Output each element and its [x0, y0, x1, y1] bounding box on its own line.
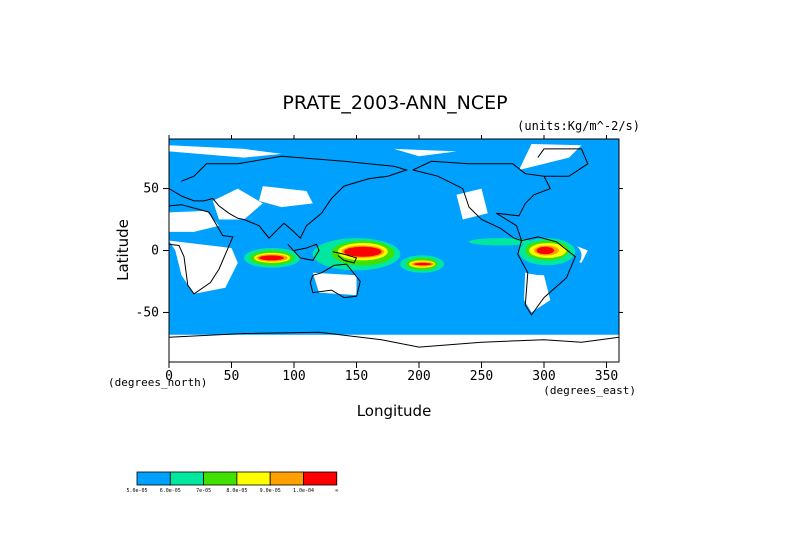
colorbar-swatch: [169, 471, 205, 486]
x-tick-label: 200: [407, 369, 430, 384]
y-axis-note: (degrees_north): [108, 376, 207, 389]
dry-patch: [312, 272, 357, 296]
dry-patch: [259, 186, 313, 208]
colorbar-label: 8.0e-05: [226, 488, 247, 494]
colorbar-swatch: [136, 471, 171, 486]
x-axis-note: (degrees_east): [543, 384, 636, 397]
coastline: [309, 263, 361, 299]
colorbar-label: 9.0e-05: [260, 488, 281, 494]
y-tick-label: -50: [136, 305, 159, 320]
coastline: [169, 204, 234, 295]
dry-patch: [519, 144, 582, 170]
dry-patch: [169, 240, 238, 294]
precip-contour-level-6: [536, 246, 555, 255]
dry-patch: [524, 269, 551, 313]
coastline: [169, 155, 409, 239]
coastline: [537, 148, 589, 177]
coastline: [169, 331, 619, 348]
precip-contour-level-6: [344, 246, 382, 257]
coastline: [332, 251, 358, 264]
dry-patch: [169, 210, 219, 232]
colorbar-swatch: [203, 471, 238, 486]
colorbar-label: ∞: [335, 488, 338, 494]
colorbar: 5.0e-05 6.0e-05 7e-05 8.0e-05 9.0e-05 1.0e-04…: [126, 471, 338, 494]
dry-patch: [169, 334, 619, 362]
y-tick-label: 0: [151, 244, 159, 259]
precip-contour-level-1: [319, 203, 357, 224]
colorbar-swatch: [303, 471, 338, 486]
plot-area: [169, 139, 619, 362]
coastline-layer: [169, 148, 619, 348]
coastline: [287, 243, 320, 261]
coastline: [517, 236, 576, 316]
x-tick-label: 50: [224, 369, 240, 384]
coastline: [412, 160, 551, 242]
x-axis-label: Longitude: [357, 402, 432, 420]
x-axis-ticks: 0 50 100 150 200 250 300 350: [165, 135, 618, 384]
x-tick-label: 150: [345, 369, 368, 384]
dry-patch: [212, 188, 263, 220]
colorbar-label: 6.0e-05: [160, 488, 181, 494]
units-label: (units:Kg/m^-2/s): [517, 119, 640, 133]
chart-title: PRATE_2003-ANN_NCEP: [282, 92, 507, 114]
colorbar-label: 1.0e-04: [293, 488, 314, 494]
colorbar-label: 5.0e-05: [126, 488, 147, 494]
x-tick-label: 350: [595, 369, 618, 384]
dry-patch: [456, 188, 488, 220]
precip-contour-level-6: [259, 255, 284, 261]
y-axis-label: Latitude: [114, 219, 132, 281]
x-tick-label: 250: [470, 369, 493, 384]
colorbar-swatch: [236, 471, 271, 486]
y-tick-label: 50: [143, 182, 159, 197]
precip-contour-level-2: [469, 238, 532, 246]
dry-patch: [169, 145, 282, 158]
colorbar-swatch: [269, 471, 304, 486]
colorbar-label: 7e-05: [196, 488, 211, 494]
dry-patch: [394, 148, 457, 157]
x-tick-label: 0: [165, 369, 173, 384]
x-tick-label: 300: [532, 369, 555, 384]
y-axis-ticks: 50 0 -50: [136, 182, 623, 320]
precip-contour-level-6: [414, 262, 432, 266]
x-tick-label: 100: [282, 369, 305, 384]
